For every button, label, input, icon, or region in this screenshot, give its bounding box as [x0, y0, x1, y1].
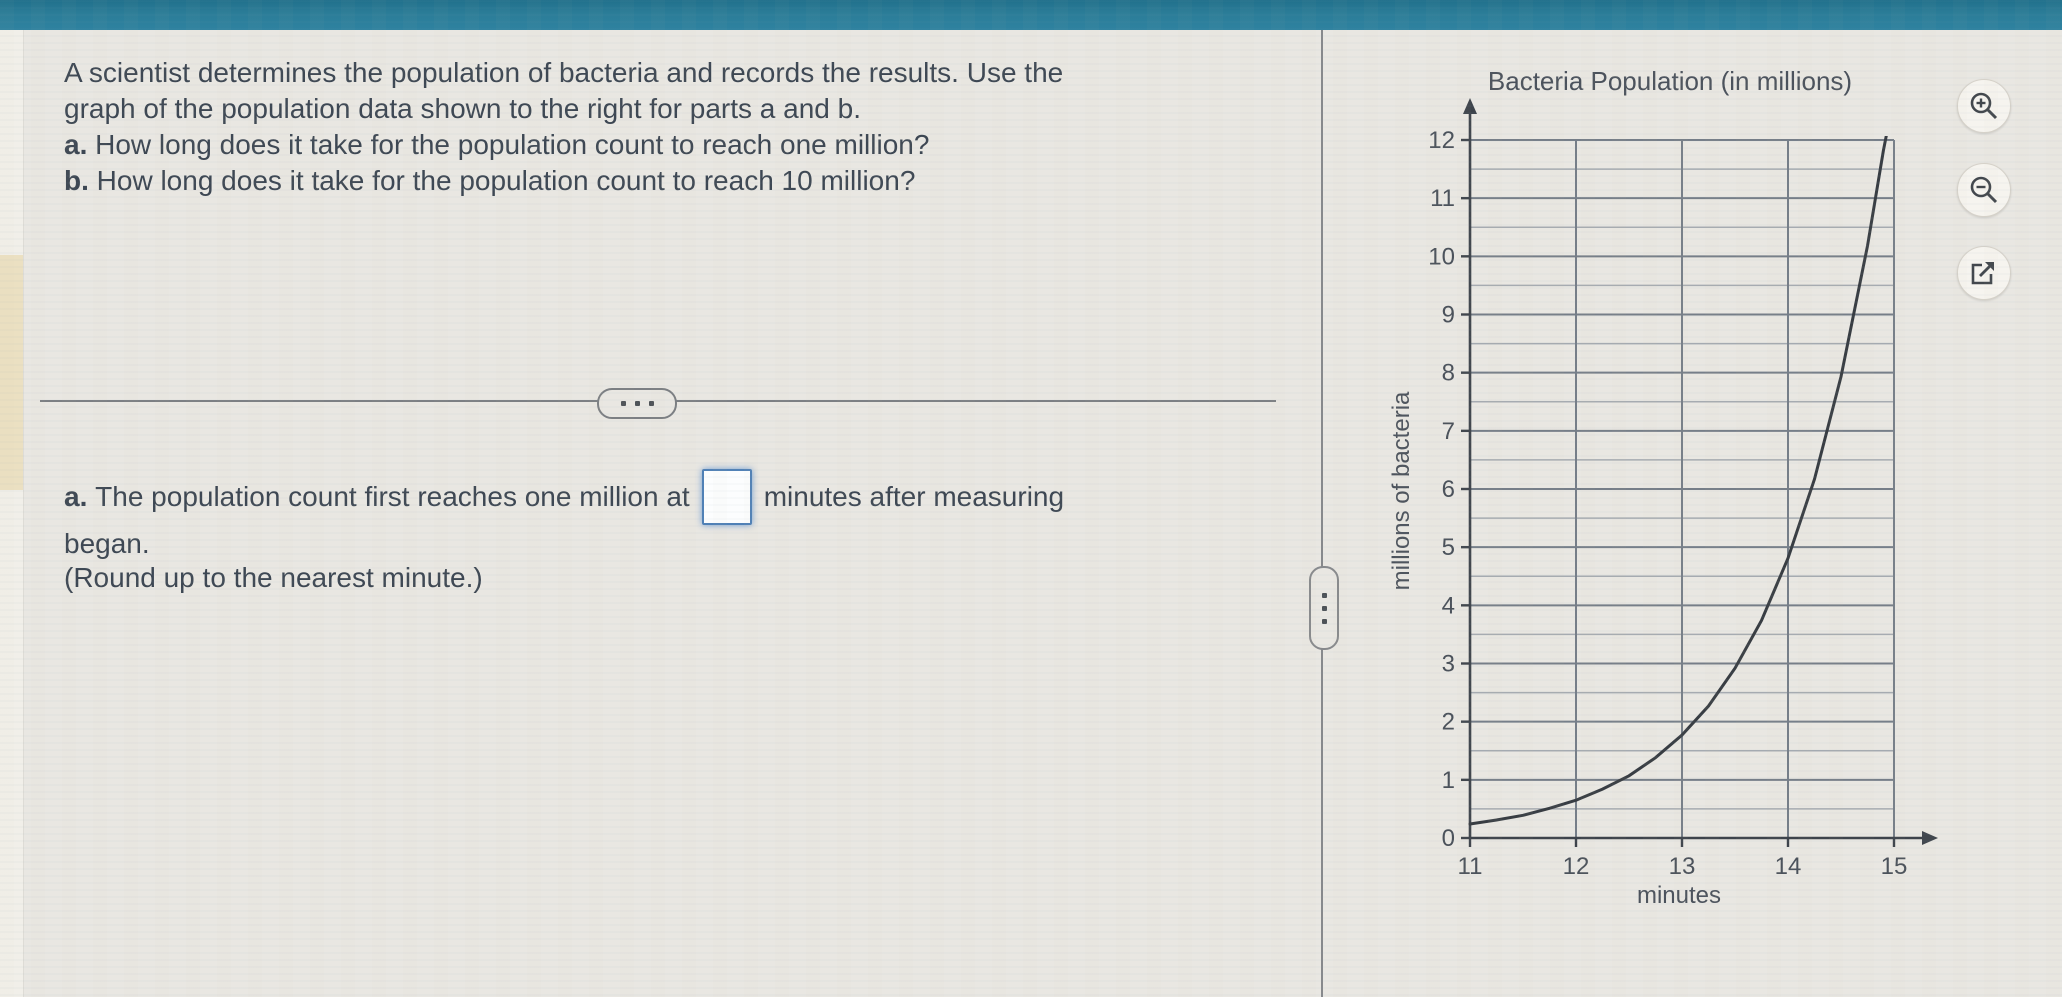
- answer-input[interactable]: [701, 469, 752, 525]
- ellipsis-dots-vertical-icon: [1321, 592, 1327, 598]
- rounding-instruction: (Round up to the nearest minute.): [64, 562, 483, 593]
- answer-text-after: minutes after measuring: [763, 481, 1065, 512]
- part-b-text: How long does it take for the population…: [96, 165, 916, 196]
- y-tick-label: 7: [1442, 418, 1455, 445]
- x-tick-label: 11: [1458, 853, 1483, 880]
- magnifier-minus-icon: [1970, 176, 1998, 204]
- y-tick-label: 0: [1442, 825, 1455, 852]
- section-resize-handle[interactable]: [597, 388, 677, 419]
- x-axis-arrow: [1922, 831, 1938, 845]
- answer-part-label: a.: [64, 481, 88, 512]
- part-a-label: a.: [64, 129, 88, 160]
- y-tick-label: 2: [1442, 709, 1455, 736]
- part-a-text: How long does it take for the population…: [95, 129, 930, 160]
- part-b-label: b.: [64, 165, 89, 196]
- y-tick-label: 8: [1442, 360, 1455, 387]
- left-margin-strip: [0, 30, 24, 997]
- answer-text-before: The population count first reaches one m…: [95, 481, 690, 512]
- x-tick-label: 14: [1775, 853, 1802, 880]
- magnifier-plus-icon: [1970, 92, 1998, 120]
- chart-title: Bacteria Population (in millions): [1487, 66, 1853, 96]
- y-tick-label: 6: [1442, 476, 1455, 503]
- external-link-icon: [1971, 262, 1994, 285]
- y-tick-label: 9: [1442, 302, 1455, 329]
- y-tick-label: 3: [1442, 651, 1455, 678]
- answer-line-continued: began.: [64, 528, 150, 559]
- problem-part-a: a. How long does it take for the populat…: [64, 127, 1314, 163]
- y-axis-arrow: [1463, 98, 1477, 114]
- y-tick-label: 11: [1430, 185, 1455, 212]
- y-tick-label: 1: [1442, 767, 1455, 794]
- population-curve: [1468, 136, 1888, 826]
- zoom-out-button[interactable]: [1957, 163, 2011, 217]
- zoom-in-button[interactable]: [1957, 79, 2011, 133]
- y-tick-label: 5: [1442, 534, 1455, 561]
- y-tick-label: 10: [1428, 243, 1455, 270]
- open-full-graph-button[interactable]: [1957, 246, 2011, 300]
- x-tick-label: 15: [1881, 853, 1908, 880]
- answer-line: a. The population count first reaches on…: [64, 466, 1064, 528]
- problem-part-b: b. How long does it take for the populat…: [64, 163, 1314, 199]
- y-tick-label: 12: [1428, 127, 1455, 154]
- left-strip-highlight: [0, 255, 23, 490]
- x-tick-label: 12: [1563, 853, 1590, 880]
- problem-line-1: A scientist determines the population of…: [64, 57, 1064, 88]
- y-tick-label: 4: [1442, 592, 1455, 619]
- problem-statement: A scientist determines the population of…: [64, 55, 1314, 199]
- panel-resize-handle[interactable]: [1309, 566, 1339, 650]
- x-tick-label: 13: [1669, 853, 1696, 880]
- problem-line-2: graph of the population data shown to th…: [64, 93, 861, 124]
- browser-top-bar: [0, 0, 2062, 30]
- panel-divider: [1321, 30, 1323, 997]
- ellipsis-dots-icon: [620, 401, 626, 406]
- chart-x-axis-label: minutes: [1636, 882, 1722, 909]
